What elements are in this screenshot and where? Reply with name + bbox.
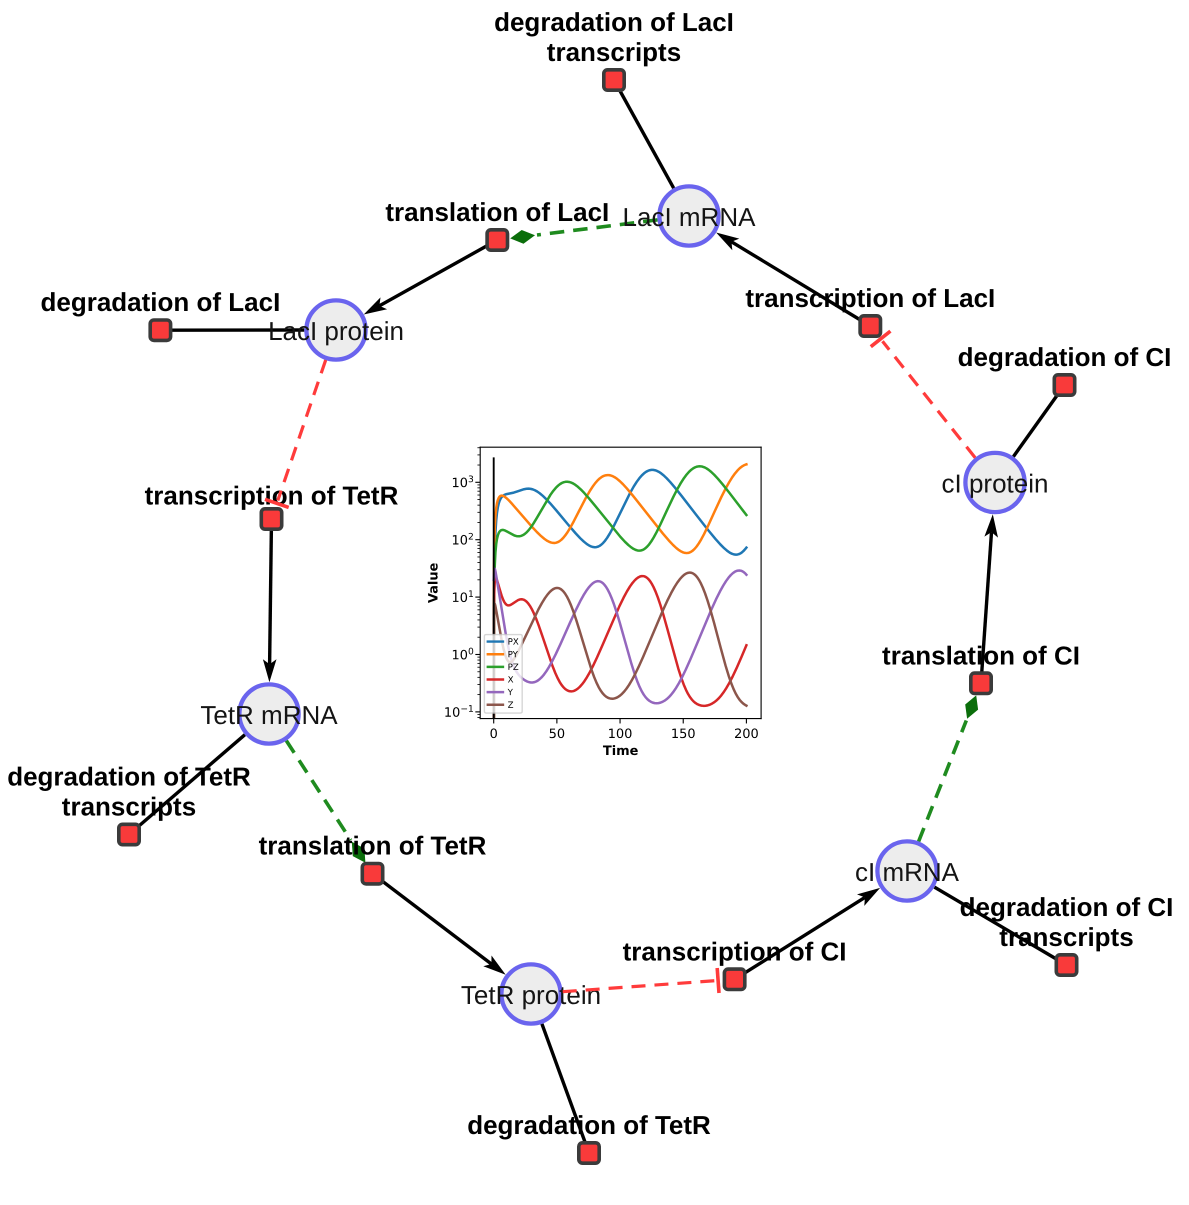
svg-text:degradation of TetR: degradation of TetR (7, 762, 251, 792)
svg-text:LacI mRNA: LacI mRNA (623, 202, 757, 232)
svg-text:transcription of TetR: transcription of TetR (145, 481, 399, 511)
svg-text:cI protein: cI protein (942, 469, 1049, 499)
svg-text:LacI protein: LacI protein (268, 316, 404, 346)
svg-text:degradation of CI: degradation of CI (958, 342, 1172, 372)
svg-text:transcripts: transcripts (547, 37, 681, 67)
svg-text:translation of LacI: translation of LacI (385, 197, 609, 227)
svg-text:degradation of LacI: degradation of LacI (40, 287, 280, 317)
svg-text:translation of TetR: translation of TetR (259, 831, 487, 861)
svg-text:transcription of LacI: transcription of LacI (745, 283, 995, 313)
svg-text:transcripts: transcripts (62, 792, 196, 822)
svg-text:degradation of CI: degradation of CI (960, 892, 1174, 922)
svg-text:transcription of CI: transcription of CI (623, 936, 847, 966)
svg-text:TetR protein: TetR protein (461, 980, 601, 1010)
svg-text:translation of CI: translation of CI (882, 640, 1080, 670)
svg-text:cI mRNA: cI mRNA (855, 857, 960, 887)
svg-text:degradation of TetR: degradation of TetR (467, 1110, 711, 1140)
svg-text:TetR mRNA: TetR mRNA (200, 700, 338, 730)
svg-text:degradation of LacI: degradation of LacI (494, 7, 734, 37)
svg-text:transcripts: transcripts (999, 922, 1133, 952)
